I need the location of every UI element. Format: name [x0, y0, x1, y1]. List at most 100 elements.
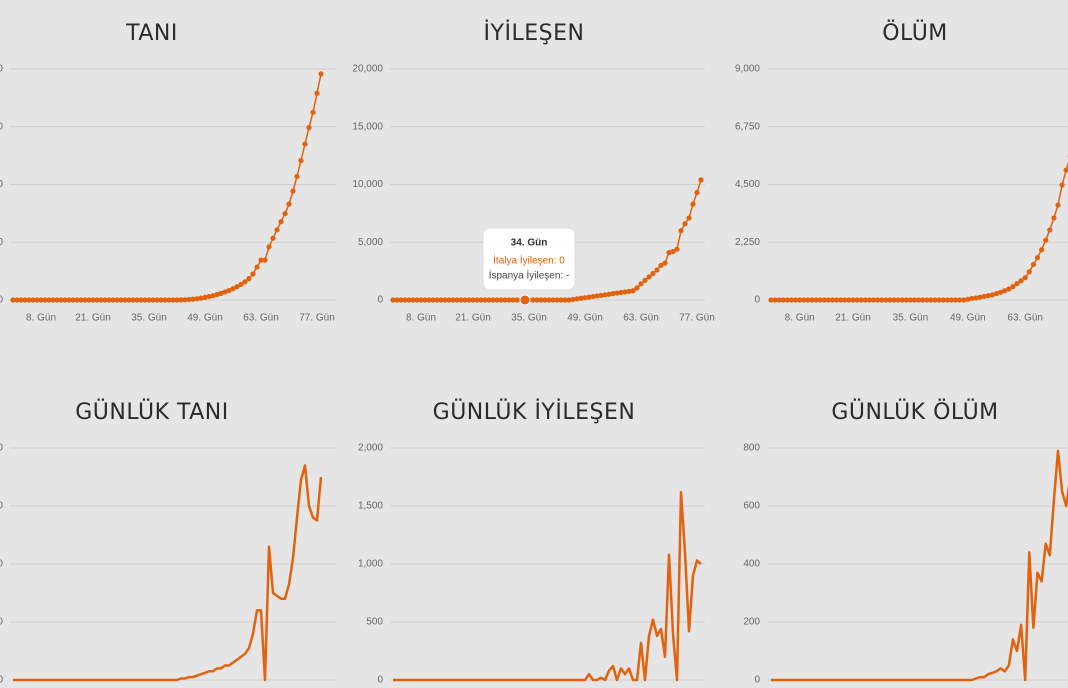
data-point	[829, 297, 836, 303]
data-point	[214, 291, 220, 298]
data-point	[903, 297, 909, 303]
data-point	[166, 297, 172, 303]
data-point	[538, 297, 544, 303]
data-point	[805, 297, 811, 303]
data-point	[250, 271, 256, 277]
data-point	[10, 297, 16, 303]
x-tick-label: 49. Gün	[567, 313, 603, 324]
data-point	[150, 297, 156, 303]
y-tick-label: 20,000	[0, 237, 3, 248]
x-tick-label: 77. Gün	[679, 313, 715, 324]
data-point	[502, 297, 508, 303]
data-point	[78, 297, 84, 303]
chart-title: İYİLEŞEN	[484, 20, 585, 46]
data-point	[66, 297, 72, 303]
data-point	[182, 297, 188, 303]
data-point	[106, 297, 112, 303]
data-line	[393, 490, 702, 682]
data-point	[998, 289, 1004, 295]
data-point	[294, 173, 300, 180]
data-point	[788, 297, 795, 303]
data-point	[825, 297, 832, 303]
chart-panel: İYİLEŞEN 0 5,000 10,000 15,000 20,000 8. Gün 21…	[352, 20, 714, 324]
data-point	[30, 297, 36, 303]
data-point	[422, 297, 428, 303]
data-point	[846, 297, 852, 303]
data-point	[907, 297, 914, 303]
data-point	[1010, 284, 1016, 290]
data-point	[866, 297, 873, 303]
data-point	[318, 71, 324, 77]
tooltip-box	[482, 227, 576, 291]
data-point	[940, 297, 946, 303]
data-point	[618, 289, 624, 296]
data-point	[768, 297, 774, 303]
data-point	[842, 297, 848, 303]
data-point	[398, 297, 404, 303]
data-point	[1059, 182, 1065, 188]
data-point	[928, 297, 934, 303]
data-point	[50, 297, 56, 303]
y-tick-label: 5,000	[358, 237, 383, 248]
data-point	[899, 297, 905, 303]
data-point	[118, 297, 124, 303]
data-point	[642, 277, 648, 283]
data-point	[470, 297, 476, 303]
data-point	[462, 297, 468, 303]
data-point	[658, 262, 664, 268]
x-tick-label: 35. Gün	[511, 313, 547, 324]
x-tick-label: 49. Gün	[950, 313, 986, 324]
data-point	[973, 295, 979, 301]
data-point	[965, 296, 971, 302]
x-tick-label: 49. Gün	[187, 313, 223, 324]
data-point	[957, 297, 963, 303]
data-point	[546, 297, 552, 303]
x-tick-label: 21. Gün	[75, 313, 111, 324]
data-point	[916, 297, 922, 303]
data-point	[858, 297, 864, 303]
data-point	[478, 297, 484, 303]
data-point	[110, 297, 116, 303]
data-point	[550, 297, 556, 303]
chart-panel: ÖLÜM 0 2,250 4,500 6,750 9,000 8. Gün 21. Gün 35…	[735, 20, 1068, 324]
data-point	[194, 296, 200, 302]
y-tick-label: 200	[743, 617, 760, 628]
data-point	[114, 297, 120, 303]
y-tick-label: 0	[754, 295, 760, 306]
data-point	[486, 297, 492, 303]
data-point	[46, 297, 52, 303]
data-point	[1026, 269, 1032, 275]
data-point	[780, 297, 786, 303]
data-point	[666, 250, 672, 256]
data-point	[989, 292, 996, 298]
y-tick-label: 4,000	[0, 559, 3, 570]
data-point	[262, 257, 268, 263]
data-point	[879, 297, 885, 303]
data-point	[602, 292, 608, 298]
data-point	[498, 297, 504, 303]
data-point	[454, 297, 460, 303]
data-point	[542, 297, 548, 303]
data-point	[801, 297, 807, 303]
y-tick-label: 4,500	[735, 179, 760, 190]
data-point	[426, 297, 432, 303]
chart-title: ÖLÜM	[882, 20, 948, 46]
data-point	[134, 297, 140, 303]
data-point	[630, 288, 636, 294]
data-point	[70, 297, 76, 303]
data-point	[442, 297, 448, 303]
data-point	[406, 297, 412, 303]
y-tick-label: 500	[366, 617, 383, 628]
data-point	[482, 297, 488, 303]
data-point	[670, 248, 676, 255]
data-point	[809, 297, 815, 303]
x-tick-label: 77. Gün	[299, 313, 335, 324]
data-point	[302, 141, 308, 147]
data-point	[102, 297, 108, 303]
data-point	[26, 297, 32, 303]
data-point	[534, 297, 540, 303]
data-point	[682, 221, 688, 227]
data-point	[622, 289, 628, 295]
data-point	[1002, 288, 1008, 294]
